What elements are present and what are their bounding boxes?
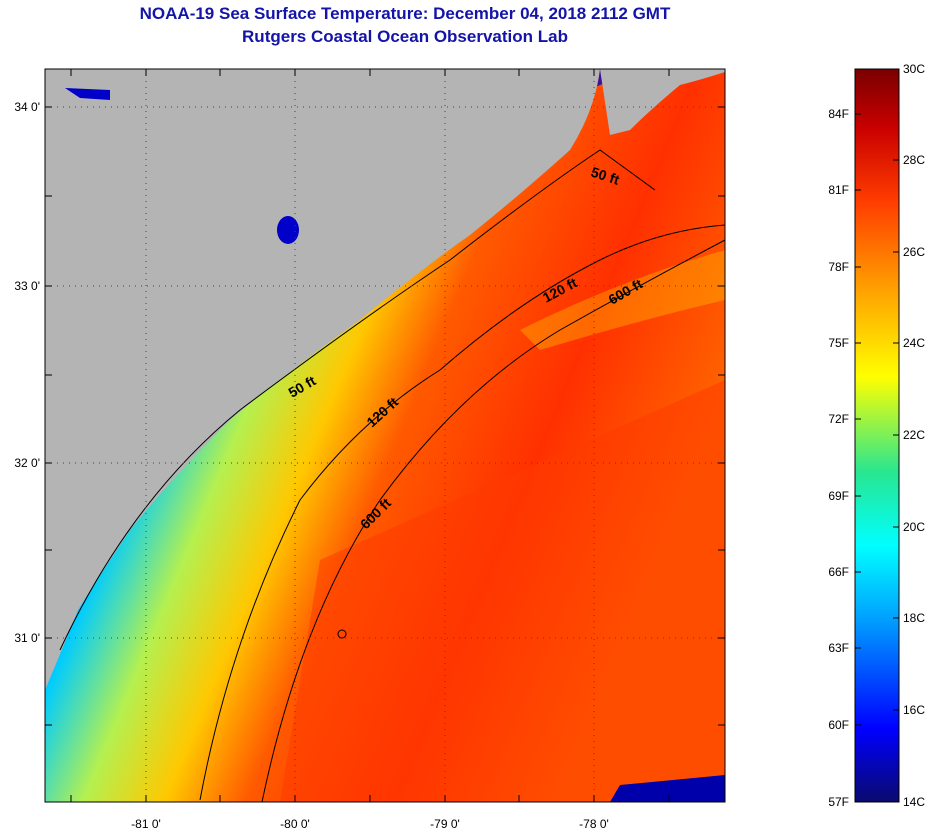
colorbar-c-label-14: 14C <box>903 795 925 809</box>
graticule <box>45 69 725 802</box>
map-subtitle: Rutgers Coastal Ocean Observation Lab <box>242 27 568 46</box>
colorbar-f-label-69: 69F <box>828 489 849 503</box>
map-frame <box>44 68 726 803</box>
contour-50ft <box>59 149 656 651</box>
gulf-stream-warm-core <box>280 380 725 802</box>
colorbar-c-label-22: 22C <box>903 428 925 442</box>
colorbar-f-label-81: 81F <box>828 183 849 197</box>
lon-label-81: -81 0' <box>131 817 161 831</box>
lon-label-78: -78 0' <box>579 817 609 831</box>
lat-label-33: 33 0' <box>14 279 40 293</box>
colorbar-f-label-63: 63F <box>828 641 849 655</box>
colorbar-f-label-78: 78F <box>828 260 849 274</box>
axis-ticks <box>45 69 725 802</box>
land-mass-north <box>600 69 725 135</box>
lat-label-32: 32 0' <box>14 456 40 470</box>
contour-120ft <box>199 224 725 801</box>
colorbar-f-label-66: 66F <box>828 565 849 579</box>
map-title: NOAA-19 Sea Surface Temperature: Decembe… <box>139 4 671 23</box>
colorbar-c-label-20: 20C <box>903 520 925 534</box>
warm-filament <box>520 250 725 350</box>
lon-label-80: -80 0' <box>280 817 310 831</box>
colorbar-c-label-24: 24C <box>903 336 925 350</box>
contour-600ft <box>261 239 725 802</box>
colorbar-f-label-72: 72F <box>828 412 849 426</box>
colorbar-f-label-75: 75F <box>828 336 849 350</box>
colorbar-f-label-57: 57F <box>828 795 849 809</box>
colorbar-ticks <box>855 68 899 726</box>
inland-lake <box>65 88 110 100</box>
colorbar-c-label-28: 28C <box>903 153 925 167</box>
colorbar-c-label-30: 30C <box>903 62 925 76</box>
colorbar-c-label-16: 16C <box>903 703 925 717</box>
depth-sounding-marker <box>337 629 347 639</box>
colorbar-c-label-18: 18C <box>903 611 925 625</box>
land-mass <box>45 69 600 690</box>
lon-label-79: -79 0' <box>430 817 460 831</box>
lake-marion <box>277 216 299 244</box>
cloud-edge <box>610 775 725 802</box>
lat-label-34: 34 0' <box>14 100 40 114</box>
colorbar-c-label-26: 26C <box>903 245 925 259</box>
colorbar-f-label-60: 60F <box>828 718 849 732</box>
lat-label-31: 31 0' <box>14 631 40 645</box>
colorbar <box>854 68 900 803</box>
colorbar-f-label-84: 84F <box>828 107 849 121</box>
